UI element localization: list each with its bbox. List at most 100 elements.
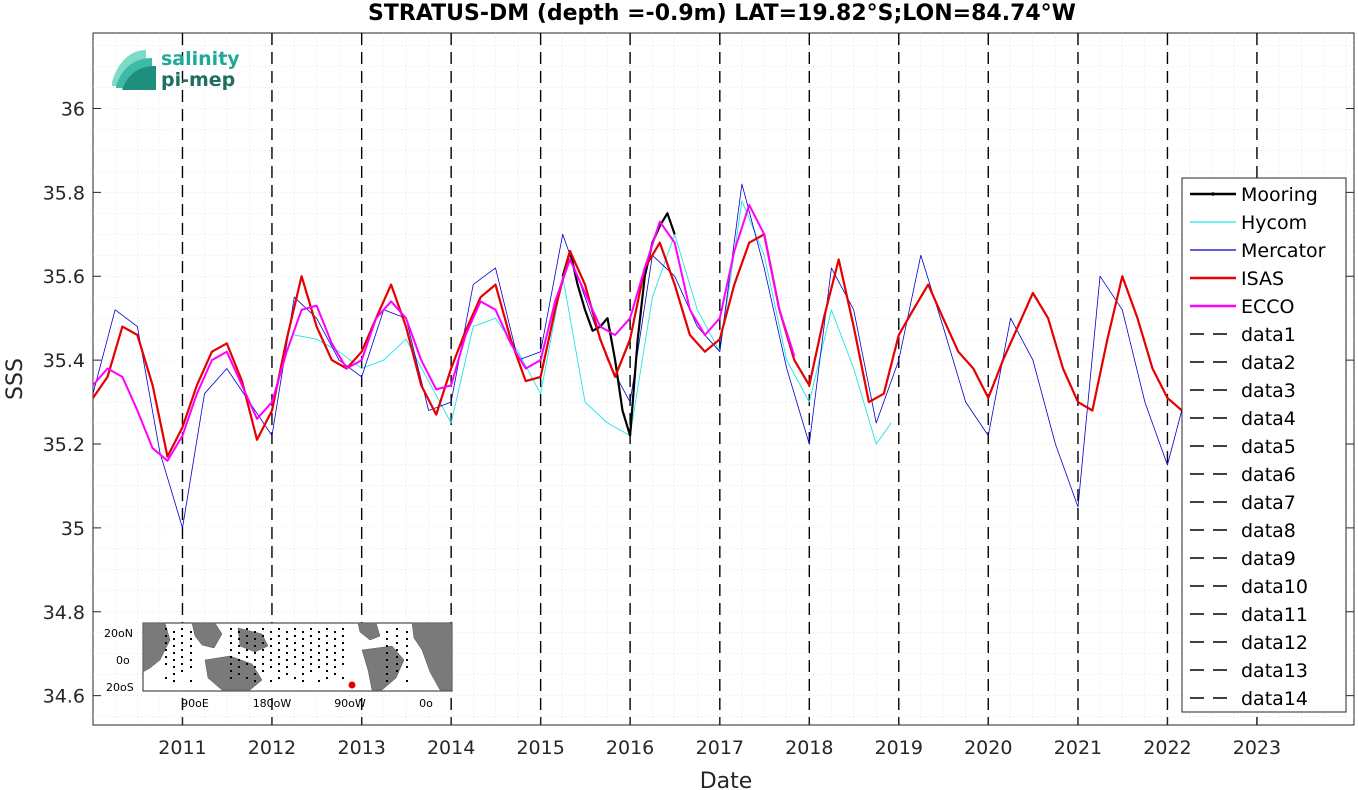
float-dot <box>278 677 280 679</box>
plot-area <box>92 32 1355 726</box>
float-dot <box>246 635 248 637</box>
float-dot <box>406 652 408 654</box>
float-dot <box>326 677 328 679</box>
float-dot <box>246 663 248 665</box>
legend-item-isas: ISAS <box>1190 268 1284 290</box>
float-dot <box>262 656 264 658</box>
float-dot <box>230 628 232 630</box>
float-dot <box>302 680 304 682</box>
chart-title: STRATUS-DM (depth =-0.9m) LAT=19.82°S;LO… <box>368 1 1076 26</box>
float-dot <box>246 628 248 630</box>
float-dot <box>334 631 336 633</box>
float-dot <box>246 677 248 679</box>
float-dot <box>238 638 240 640</box>
mooring-location-marker <box>348 681 356 689</box>
legend-item-mooring: Mooring <box>1190 184 1318 206</box>
float-dot <box>302 673 304 675</box>
float-dot <box>262 642 264 644</box>
float-dot <box>342 635 344 637</box>
x-tick-label: 2012 <box>248 737 296 759</box>
y-tick-label: 36 <box>61 98 85 120</box>
float-dot <box>334 645 336 647</box>
float-dot <box>254 652 256 654</box>
y-axis-label: SSS <box>3 358 28 400</box>
float-dot <box>230 663 232 665</box>
y-tick-label: 35.2 <box>43 434 85 456</box>
legend-label: data5 <box>1241 436 1296 458</box>
float-dot <box>294 656 296 658</box>
float-dot <box>318 652 320 654</box>
float-dot <box>386 666 388 668</box>
float-dot <box>294 642 296 644</box>
legend-item-data9: data9 <box>1190 548 1296 570</box>
float-dot <box>270 659 272 661</box>
float-dot <box>396 663 398 665</box>
float-dot <box>310 628 312 630</box>
float-dot <box>181 670 183 672</box>
inset-lat-labels: 20oN 0o 20oS <box>104 627 134 694</box>
float-dot <box>310 642 312 644</box>
float-dot <box>278 670 280 672</box>
x-tick-label: 2014 <box>427 737 475 759</box>
y-tick-label: 35.6 <box>43 266 85 288</box>
legend: Mooring Hycom Mercator ISAS ECCO data1 data2 da… <box>1181 177 1347 713</box>
float-dot <box>190 680 192 682</box>
legend-item-data6: data6 <box>1190 464 1296 486</box>
legend-item-data5: data5 <box>1190 436 1296 458</box>
float-dot <box>302 631 304 633</box>
float-dot <box>294 677 296 679</box>
float-dot <box>302 638 304 640</box>
continent-shapes <box>142 622 453 691</box>
float-positions <box>165 628 408 682</box>
legend-item-data3: data3 <box>1190 380 1296 402</box>
legend-label: data9 <box>1241 548 1296 570</box>
float-dot <box>173 645 175 647</box>
float-dot <box>294 628 296 630</box>
legend-marker <box>1211 192 1215 196</box>
x-tick-label: 2017 <box>696 737 744 759</box>
float-dot <box>326 670 328 672</box>
float-dot <box>342 677 344 679</box>
float-dot <box>262 663 264 665</box>
float-dot <box>254 638 256 640</box>
float-dot <box>326 628 328 630</box>
float-dot <box>294 663 296 665</box>
inset-lon-0: 0o <box>419 697 433 710</box>
float-dot <box>334 652 336 654</box>
legend-item-data7: data7 <box>1190 492 1296 514</box>
float-dot <box>190 631 192 633</box>
float-dot <box>386 680 388 682</box>
float-dot <box>246 656 248 658</box>
x-tick-label: 2023 <box>1233 737 1281 759</box>
float-dot <box>406 638 408 640</box>
float-dot <box>238 631 240 633</box>
float-dot <box>246 649 248 651</box>
float-dot <box>342 642 344 644</box>
float-dot <box>326 656 328 658</box>
wave-icon <box>112 50 156 90</box>
float-dot <box>230 642 232 644</box>
float-dot <box>262 628 264 630</box>
float-dot <box>310 649 312 651</box>
float-dot <box>302 652 304 654</box>
float-dot <box>326 635 328 637</box>
float-dot <box>165 677 167 679</box>
x-tick-label: 2018 <box>785 737 833 759</box>
float-dot <box>310 663 312 665</box>
legend-item-data12: data12 <box>1190 632 1308 654</box>
legend-item-data10: data10 <box>1190 576 1308 598</box>
float-dot <box>173 638 175 640</box>
float-dot <box>230 649 232 651</box>
float-dot <box>396 656 398 658</box>
legend-item-data1: data1 <box>1190 324 1296 346</box>
float-dot <box>318 666 320 668</box>
float-dot <box>270 680 272 682</box>
series-line-ecco <box>92 204 796 462</box>
float-dot <box>270 666 272 668</box>
x-tick-label: 2015 <box>516 737 564 759</box>
float-dot <box>318 631 320 633</box>
float-dot <box>396 642 398 644</box>
legend-label: Hycom <box>1241 212 1307 234</box>
legend-item-data2: data2 <box>1190 352 1296 374</box>
